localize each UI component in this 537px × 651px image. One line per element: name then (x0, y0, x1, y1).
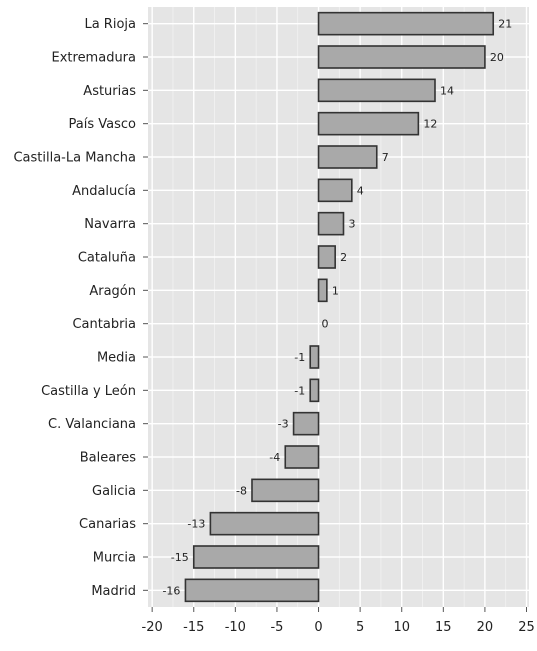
data-label: 20 (490, 51, 504, 64)
category-label: Baleares (80, 451, 137, 466)
x-tick-label: 5 (356, 620, 364, 635)
bar (317, 145, 378, 169)
category-label: Canarias (79, 517, 136, 532)
data-label: -8 (236, 484, 247, 497)
x-tick-label: -15 (183, 620, 204, 635)
bar (317, 78, 436, 103)
bar (317, 278, 328, 303)
bar (309, 345, 320, 369)
category-label: Madrid (91, 584, 136, 599)
data-label: 14 (440, 84, 454, 97)
data-label: 21 (498, 18, 512, 31)
data-label: 3 (348, 218, 355, 231)
bar (317, 11, 495, 36)
x-tick-label: 15 (435, 620, 452, 635)
data-label: 12 (423, 118, 437, 131)
x-tick-label: -20 (142, 620, 163, 635)
category-labels: La Rioja Extremadura Asturias País Vasco Cas… (13, 17, 136, 599)
category-label: Cataluña (78, 251, 136, 266)
bar (284, 445, 320, 469)
category-label: C. Valanciana (48, 417, 136, 432)
x-tick-label: 10 (393, 620, 410, 635)
bar (184, 578, 320, 603)
category-label: Navarra (84, 217, 136, 232)
bar (309, 378, 320, 403)
data-label: -4 (269, 451, 280, 464)
category-label: Asturias (83, 84, 136, 99)
data-label: -3 (278, 418, 289, 431)
data-label: 0 (322, 318, 329, 331)
category-label: Murcia (93, 551, 136, 566)
data-label: 4 (357, 184, 364, 197)
bar (209, 511, 320, 536)
category-label: Extremadura (52, 51, 137, 66)
data-label: -13 (187, 518, 205, 531)
plot-panel (148, 7, 529, 607)
x-tick-label: -10 (225, 620, 246, 635)
bar (192, 545, 320, 569)
category-label: Andalucía (72, 184, 136, 199)
category-label: Media (97, 351, 136, 366)
bar (317, 178, 353, 203)
bar (317, 111, 420, 136)
category-label: Castilla-La Mancha (13, 151, 136, 166)
x-axis: -20 -15 -10 -5 0 5 10 15 20 25 (142, 23, 535, 635)
category-label: País Vasco (69, 117, 137, 132)
bar (317, 245, 336, 269)
category-label: Cantabria (72, 317, 136, 332)
x-tick-label: 20 (477, 620, 494, 635)
data-label: -1 (294, 384, 305, 397)
data-label: 2 (340, 251, 347, 264)
category-label: La Rioja (84, 17, 136, 32)
x-tick-label: -5 (270, 620, 283, 635)
data-label: 1 (332, 284, 339, 297)
data-label: 7 (382, 151, 389, 164)
bar (251, 478, 320, 503)
bar (317, 45, 486, 69)
bars (184, 11, 495, 603)
data-label: -1 (294, 351, 305, 364)
category-label: Castilla y León (41, 384, 136, 399)
bar (317, 211, 345, 236)
category-label: Aragón (89, 284, 136, 299)
data-label: -16 (162, 584, 180, 597)
x-tick-label: 0 (314, 620, 322, 635)
bar (292, 411, 320, 436)
category-label: Galicia (92, 484, 136, 499)
data-label: -15 (171, 551, 189, 564)
x-tick-label: 25 (518, 620, 535, 635)
